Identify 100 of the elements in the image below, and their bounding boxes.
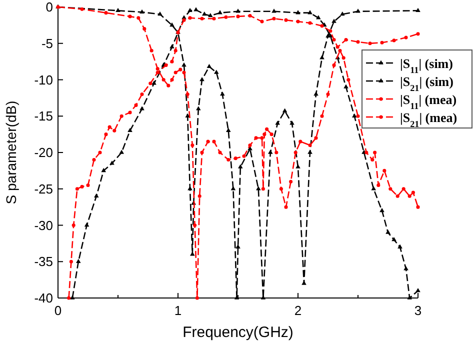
point (308, 21, 312, 25)
point (344, 38, 348, 42)
point (202, 12, 207, 16)
point (342, 56, 346, 60)
y-tick-label: -30 (34, 218, 53, 233)
point (242, 154, 246, 158)
point (166, 84, 170, 88)
point (392, 237, 396, 242)
point (234, 156, 238, 160)
point (186, 92, 190, 96)
point (162, 78, 166, 82)
point (116, 8, 120, 12)
point (416, 8, 420, 12)
point (396, 194, 400, 198)
point (380, 40, 384, 44)
x-axis-title: Frequency(GHz) (182, 324, 294, 341)
point (178, 68, 182, 72)
point (373, 150, 377, 154)
point (128, 128, 132, 132)
point (320, 114, 324, 118)
point (182, 62, 186, 67)
point (238, 164, 243, 168)
point (134, 103, 138, 107)
point (407, 295, 412, 300)
point (296, 10, 300, 14)
point (328, 29, 332, 33)
point (108, 125, 112, 129)
point (226, 158, 230, 162)
point (326, 92, 330, 96)
point (290, 120, 294, 125)
point (308, 150, 312, 154)
point (190, 143, 194, 148)
point (316, 15, 321, 20)
point (260, 136, 264, 140)
point (188, 16, 192, 20)
point (182, 70, 186, 74)
point (156, 67, 160, 71)
point (388, 187, 392, 191)
legend-label: |S$_{21}$| (mea) (400, 110, 458, 129)
point (142, 27, 146, 31)
point (270, 132, 274, 136)
point (364, 150, 368, 154)
point (188, 8, 192, 12)
point (212, 16, 216, 20)
legend-label: |S$_{11}$| (sim) (400, 56, 453, 75)
point (338, 48, 342, 52)
x-tick-label: 2 (294, 303, 302, 318)
point (402, 187, 406, 191)
point (340, 12, 345, 16)
point (218, 10, 222, 14)
point (314, 136, 318, 140)
point (200, 76, 204, 82)
point (272, 16, 276, 20)
point (200, 150, 204, 154)
point (356, 114, 360, 118)
point (382, 168, 386, 172)
point (352, 113, 357, 118)
point (80, 184, 84, 188)
point (76, 258, 81, 264)
point (320, 55, 324, 60)
point (200, 16, 204, 20)
point (289, 180, 293, 184)
y-tick-label: -25 (34, 181, 53, 196)
point (80, 7, 84, 11)
point (101, 168, 106, 172)
point (376, 183, 380, 188)
point (72, 223, 76, 228)
point (136, 16, 140, 20)
point (332, 63, 336, 67)
point (94, 193, 99, 198)
point (248, 14, 252, 18)
legend-label: |S$_{11}$| (mea) (400, 92, 457, 111)
point (282, 108, 288, 112)
point (248, 143, 252, 148)
point (70, 295, 75, 300)
x-tick-label: 3 (414, 303, 422, 318)
point (164, 63, 168, 67)
point (260, 20, 264, 24)
point (320, 24, 324, 28)
point (284, 205, 288, 209)
point (332, 18, 336, 23)
point (75, 187, 79, 191)
point (140, 106, 144, 110)
point (261, 187, 265, 191)
point (416, 288, 420, 292)
y-axis-title: S parameter(dB) (3, 100, 19, 204)
point (411, 190, 415, 194)
point (408, 194, 412, 198)
point (230, 186, 236, 190)
point (112, 128, 116, 132)
legend-label: |S$_{21}$| (sim) (400, 74, 454, 93)
point (92, 158, 96, 162)
point (226, 128, 231, 132)
point (198, 194, 202, 198)
point (336, 45, 340, 49)
point (98, 150, 102, 154)
y-tick-label: -10 (34, 72, 53, 88)
point (195, 296, 199, 300)
point (416, 32, 420, 36)
point (308, 143, 312, 148)
